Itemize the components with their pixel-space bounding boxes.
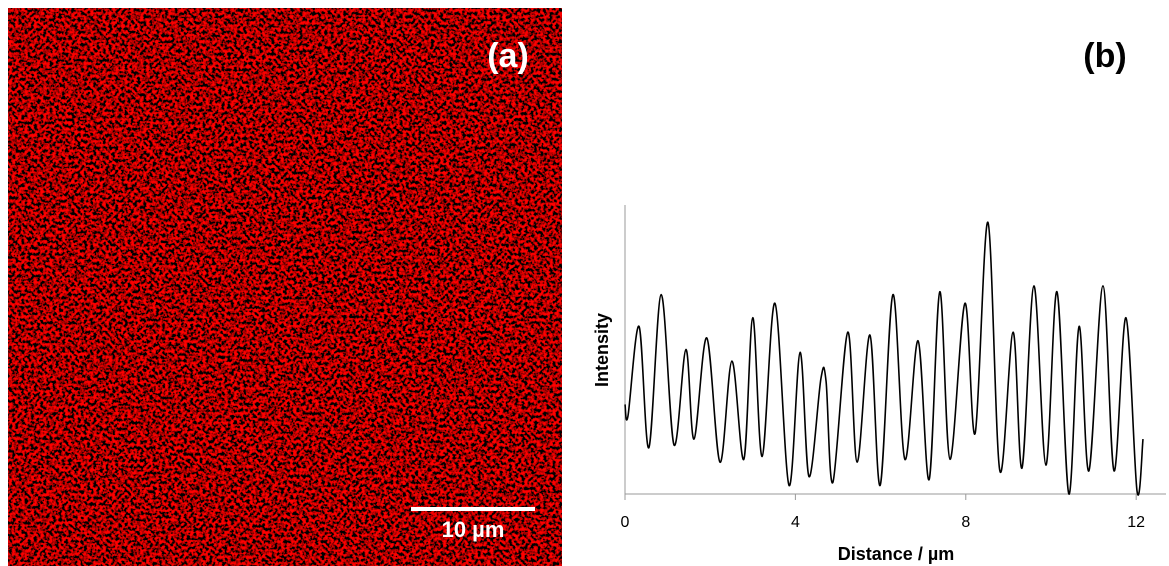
x-tick-label: 4 [791,514,800,531]
intensity-line [624,221,1144,496]
panel-label: (b) [1083,37,1126,75]
y-axis-label: Intensity [592,313,612,387]
x-tick-label: 0 [621,514,630,531]
x-axis-label: Distance / µm [838,544,954,564]
x-tick-label: 8 [961,514,970,531]
scale-bar-label: 10 µm [442,517,505,542]
micrograph [8,8,562,566]
panel-label: (a) [487,37,529,75]
x-tick-label: 12 [1127,514,1145,531]
